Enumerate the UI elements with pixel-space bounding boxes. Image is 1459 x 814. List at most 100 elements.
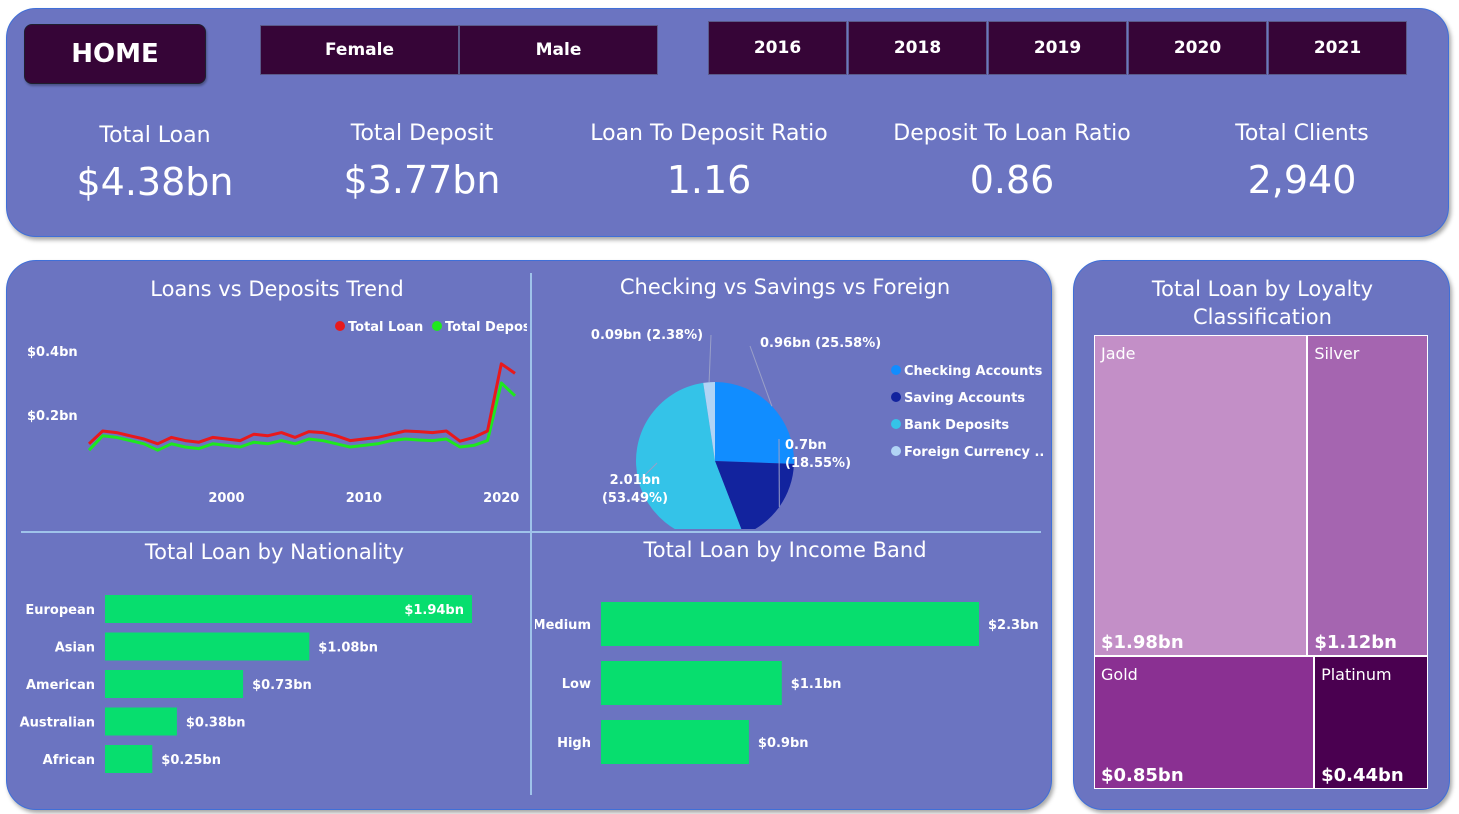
legend-marker-0 xyxy=(891,365,901,375)
bar-value-label: $1.1bn xyxy=(791,677,842,692)
legend-label-1: Total Deposit xyxy=(445,320,527,335)
legend-label-3: Foreign Currency ... xyxy=(904,445,1045,460)
legend-label-1: Saving Accounts xyxy=(904,391,1025,406)
legend-marker-1 xyxy=(432,321,442,331)
series-line-total-deposit xyxy=(87,381,517,452)
gender-slicer-male[interactable]: Male xyxy=(459,25,658,75)
kpi-value: $4.38bn xyxy=(76,160,234,204)
bar-value-label: $1.08bn xyxy=(318,641,378,656)
pie-slice-0 xyxy=(715,382,794,464)
nationality-chart-title: Total Loan by Nationality xyxy=(144,540,405,564)
treemap-tile-value: $1.12bn xyxy=(1314,631,1397,653)
kpi-value: 0.86 xyxy=(969,158,1055,202)
kpi-value: 1.16 xyxy=(666,158,752,202)
kpi-header-panel: HOME Female Male 2016 2018 2019 2020 202… xyxy=(6,8,1449,237)
bar-category-label: Low xyxy=(562,677,591,692)
kpi-label: Total Deposit xyxy=(350,121,494,146)
kpi-label: Deposit To Loan Ratio xyxy=(893,121,1131,146)
pie-data-label-foreign: 0.09bn (2.38%) xyxy=(591,328,703,343)
charts-panel: Loans vs Deposits Trend Checking vs Savi… xyxy=(6,260,1052,810)
x-tick-label: 2020 xyxy=(483,491,519,506)
y-tick-label: $0.2bn xyxy=(27,409,78,424)
pie-slice-3 xyxy=(703,382,715,461)
bar xyxy=(105,595,472,623)
bar xyxy=(601,661,782,705)
horizontal-divider xyxy=(21,531,1041,533)
treemap-tile-jade[interactable]: Jade $1.98bn xyxy=(1094,335,1308,656)
kpi-label: Loan To Deposit Ratio xyxy=(590,121,828,146)
bar-category-label: Medium xyxy=(535,618,591,633)
legend-marker-3 xyxy=(891,446,901,456)
bar-value-label: $0.9bn xyxy=(758,736,809,751)
bar xyxy=(105,632,310,661)
treemap-tile-gold[interactable]: Gold $0.85bn xyxy=(1094,655,1315,789)
bar-category-label: European xyxy=(25,603,95,618)
y-tick-label: $0.4bn xyxy=(27,345,78,360)
pie-data-label-saving: 0.7bn (18.55%) xyxy=(785,438,851,471)
kpi-label: Total Clients xyxy=(1235,121,1369,146)
bar-value-label: $0.73bn xyxy=(252,678,312,693)
bar-category-label: American xyxy=(26,678,95,693)
pie-leader-line xyxy=(749,345,773,407)
year-slicer-2019[interactable]: 2019 xyxy=(988,21,1127,75)
checking-savings-foreign-pie-chart: 0.96bn (25.58%) 0.7bn (18.55%) 2.01bn (53.49… xyxy=(591,328,1045,529)
loyalty-treemap: Jade $1.98bn Silver $1.12bn Gold $0.85bn Plati… xyxy=(1094,335,1428,789)
income-band-bar-chart: Medium $2.3bn Low $1.1bn High $0.9bn xyxy=(535,602,1039,764)
treemap-tile-value: $0.85bn xyxy=(1101,764,1184,786)
nationality-bar-chart: European $1.94bn Asian $1.08bn American $0.73… xyxy=(20,595,472,773)
bar xyxy=(105,745,153,773)
loans-vs-deposits-line-chart: Total Loan Total Deposit $0.2bn $0.4bn 2000 2… xyxy=(27,320,527,506)
legend-label-2: Bank Deposits xyxy=(904,418,1009,433)
pie-data-label-bank: 2.01bn (53.49%) xyxy=(602,473,668,506)
loyalty-panel: Total Loan by Loyalty Classification Jad… xyxy=(1073,260,1450,810)
kpi-value: $3.77bn xyxy=(343,158,501,202)
legend-label-0: Checking Accounts xyxy=(904,364,1043,379)
legend-marker-2 xyxy=(891,419,901,429)
x-tick-label: 2000 xyxy=(208,491,244,506)
kpi-label: Total Loan xyxy=(99,123,211,148)
bar-category-label: High xyxy=(557,736,591,751)
pie-slice-2 xyxy=(636,382,742,529)
year-slicer-2021[interactable]: 2021 xyxy=(1268,21,1407,75)
legend-label-0: Total Loan xyxy=(348,320,423,335)
legend-marker-0 xyxy=(335,321,345,331)
line-chart-title: Loans vs Deposits Trend xyxy=(150,277,404,301)
treemap-tile-value: $0.44bn xyxy=(1321,764,1404,786)
series-line-total-loan xyxy=(87,362,516,446)
bar xyxy=(601,602,979,646)
treemap-tile-value: $1.98bn xyxy=(1101,631,1184,653)
bar xyxy=(105,707,177,736)
treemap-title: Total Loan by Loyalty Classification xyxy=(1151,277,1374,329)
treemap-tile-platinum[interactable]: Platinum $0.44bn xyxy=(1314,655,1428,789)
year-slicer-2018[interactable]: 2018 xyxy=(848,21,987,75)
x-tick-label: 2010 xyxy=(346,491,382,506)
treemap-tile-silver[interactable]: Silver $1.12bn xyxy=(1307,335,1428,656)
bar-value-label: $2.3bn xyxy=(988,618,1039,633)
kpi-deposit-to-loan-ratio: Deposit To Loan Ratio 0.86 xyxy=(872,121,1152,202)
pie-slice-1 xyxy=(715,461,794,529)
kpi-total-loan: Total Loan $4.38bn xyxy=(55,123,255,204)
treemap-tile-name: Gold xyxy=(1101,664,1138,684)
bar-category-label: Asian xyxy=(55,641,95,656)
kpi-total-deposit: Total Deposit $3.77bn xyxy=(322,121,522,202)
bar-category-label: Australian xyxy=(20,716,95,731)
bar-value-label: $0.38bn xyxy=(186,716,246,731)
gender-slicer-female[interactable]: Female xyxy=(260,25,459,75)
home-button[interactable]: HOME xyxy=(24,24,206,84)
bar-value-label: $1.94bn xyxy=(404,603,464,618)
legend-marker-1 xyxy=(891,392,901,402)
kpi-value: 2,940 xyxy=(1247,158,1357,202)
bar xyxy=(105,670,244,698)
treemap-tile-name: Jade xyxy=(1101,344,1136,363)
bar-value-label: $0.25bn xyxy=(161,753,221,768)
year-slicer-2020[interactable]: 2020 xyxy=(1128,21,1267,75)
pie-data-label-checking: 0.96bn (25.58%) xyxy=(760,336,881,351)
bar xyxy=(601,720,749,764)
pie-chart-title: Checking vs Savings vs Foreign xyxy=(619,275,951,299)
pie-leader-line xyxy=(708,334,712,383)
kpi-loan-to-deposit-ratio: Loan To Deposit Ratio 1.16 xyxy=(569,121,849,202)
vertical-divider xyxy=(530,273,532,795)
kpi-total-clients: Total Clients 2,940 xyxy=(1192,121,1412,202)
year-slicer-2016[interactable]: 2016 xyxy=(708,21,847,75)
treemap-tile-name: Silver xyxy=(1314,344,1360,363)
